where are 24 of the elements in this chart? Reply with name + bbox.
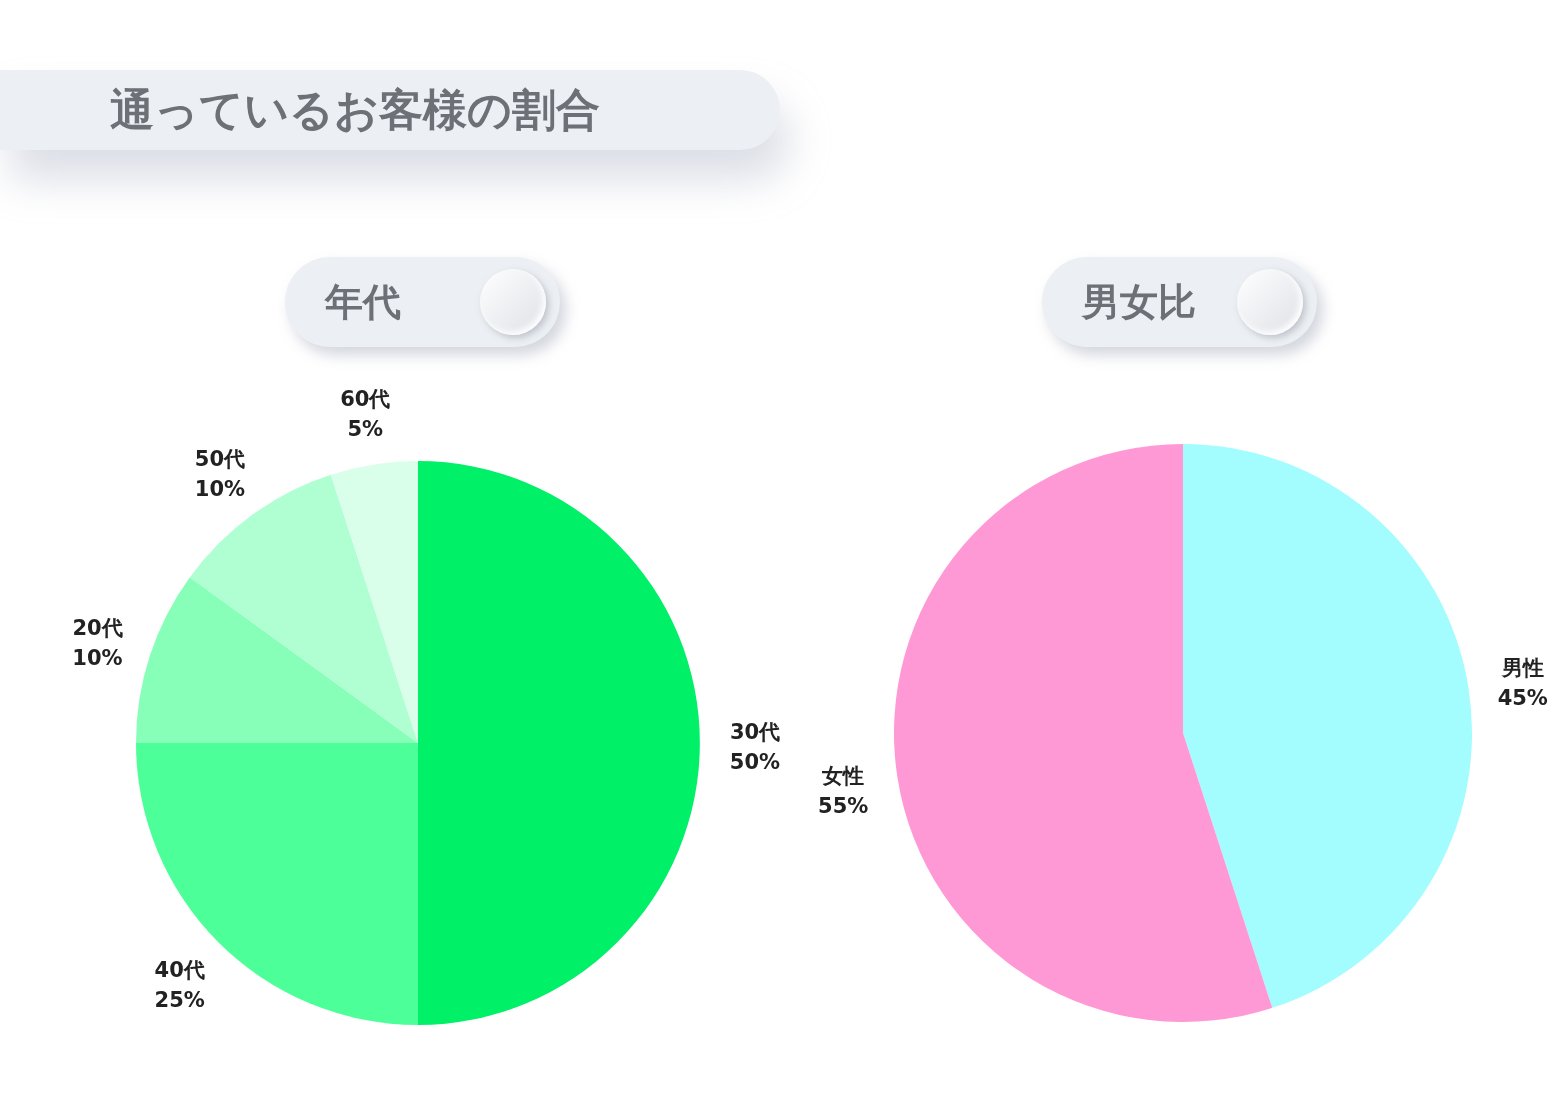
- pie-slice: [1183, 444, 1472, 1008]
- pie-slice: [894, 444, 1273, 1022]
- data-label: 50%: [729, 750, 781, 774]
- data-label: 45%: [1497, 686, 1548, 711]
- slice-label: 40代: [154, 958, 205, 983]
- slice-label: 30代: [729, 720, 781, 744]
- pie-slice: [136, 577, 418, 743]
- text: 通っているお客様の割合: [0, 70, 780, 150]
- data-label: 10%: [72, 645, 123, 670]
- data-label: 10%: [194, 477, 246, 502]
- pie-slice: [189, 474, 418, 743]
- slice-label: 50代: [194, 447, 246, 472]
- data-label: 55%: [818, 793, 869, 818]
- data-label: 25%: [154, 988, 205, 1013]
- slice-label: 女性: [821, 763, 865, 788]
- slice-label: 60代: [340, 387, 391, 412]
- pie-slice: [418, 461, 700, 1025]
- chart-title: 年代: [325, 279, 401, 326]
- pie-slice: [136, 743, 418, 1025]
- data-label: 5%: [347, 417, 384, 442]
- chart-title: 男女比: [1082, 279, 1196, 326]
- slice-label: 男性: [1500, 656, 1544, 681]
- pie-slice: [330, 461, 418, 743]
- slice-label: 20代: [72, 615, 123, 640]
